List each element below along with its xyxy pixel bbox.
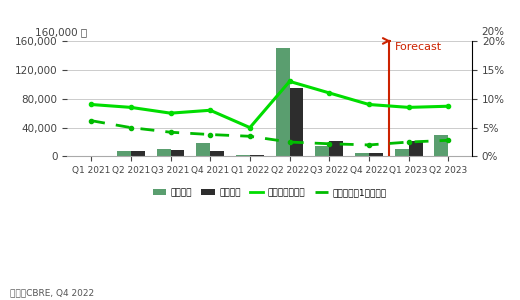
Text: Forecast: Forecast (395, 42, 442, 52)
Bar (131, 151, 145, 157)
Bar (236, 155, 250, 157)
Text: 20%: 20% (482, 28, 504, 38)
Bar (117, 151, 131, 157)
Bar (210, 152, 224, 157)
Bar (369, 153, 383, 157)
Bar (197, 143, 210, 157)
Text: 160,000 坪: 160,000 坪 (35, 28, 87, 38)
Bar (355, 153, 369, 157)
Bar (171, 150, 185, 157)
Bar (316, 146, 329, 157)
Bar (250, 155, 264, 157)
Text: 出所：CBRE, Q4 2022: 出所：CBRE, Q4 2022 (10, 288, 95, 297)
Bar (157, 149, 171, 157)
Bar (395, 149, 409, 157)
Bar (434, 135, 448, 157)
Legend: 新規供給, 新規需要, 空室率（全体）, 空室率（築1年以上）: 新規供給, 新規需要, 空室率（全体）, 空室率（築1年以上） (149, 184, 391, 200)
Bar (409, 141, 423, 157)
Bar (329, 141, 343, 157)
Bar (290, 88, 304, 157)
Bar (276, 48, 290, 157)
